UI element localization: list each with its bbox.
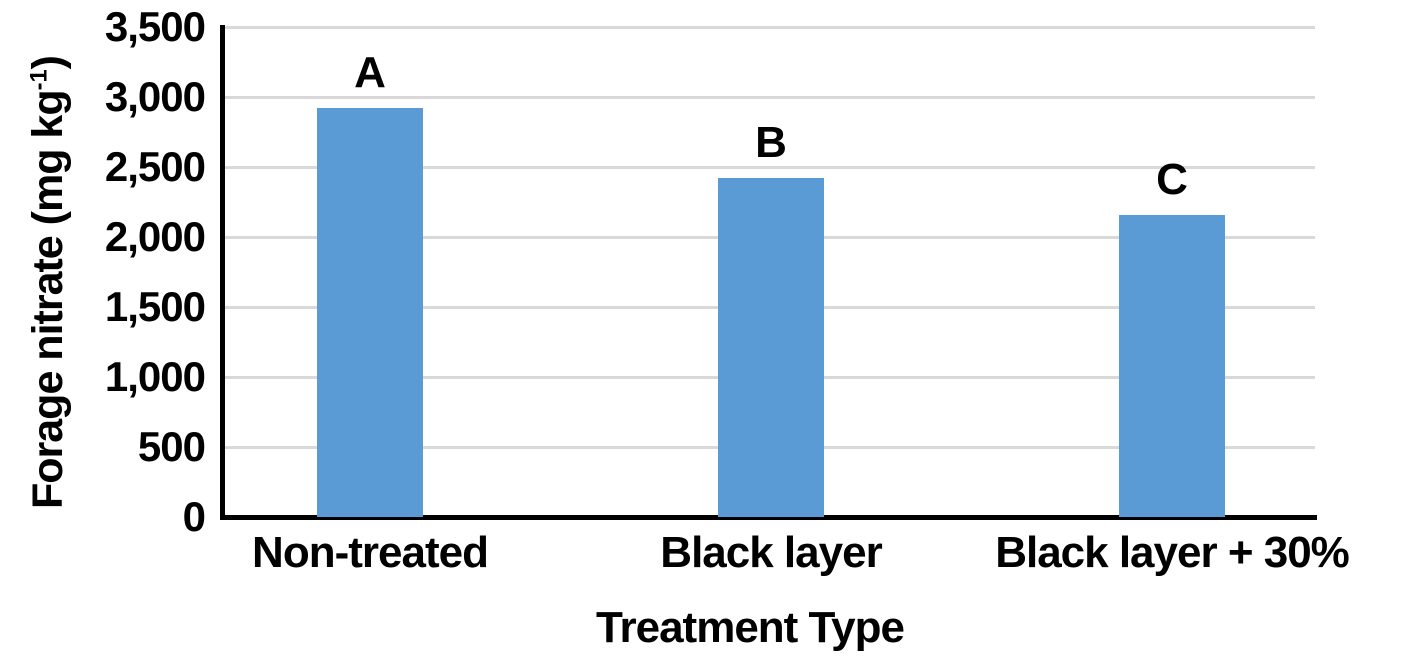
x-category-label: Black layer [660,528,882,577]
y-axis-title-superscript: -1 [26,69,53,91]
bar [718,178,824,517]
x-axis-title: Treatment Type [596,603,905,652]
bar-letter-label: B [755,118,787,168]
y-axis-line [220,25,225,520]
bar-letter-label: C [1156,154,1188,204]
x-category-label: Black layer + 30% [995,528,1350,577]
bar [1119,214,1225,517]
bar-letter-label: A [354,48,386,98]
y-tick-label: 0 [182,493,206,540]
x-axis-line [220,515,1317,520]
y-tick-label: 3,500 [104,3,206,50]
gridline [224,95,1315,99]
y-tick-label: 1,000 [104,353,206,400]
x-category-label: Non-treated [252,528,489,577]
bar [317,108,423,517]
y-tick-label: 500 [137,423,206,470]
y-axis-title-close: ) [23,56,72,70]
y-axis-title: Forage nitrate (mg kg-1) [19,51,72,515]
y-tick-label: 1,500 [104,283,206,330]
gridline [224,25,1315,29]
y-tick-label: 3,000 [104,73,206,120]
gridline [224,165,1315,169]
y-axis-title-text: Forage nitrate (mg kg [23,90,72,509]
y-tick-label: 2,500 [104,143,206,190]
y-tick-label: 2,000 [104,213,206,260]
